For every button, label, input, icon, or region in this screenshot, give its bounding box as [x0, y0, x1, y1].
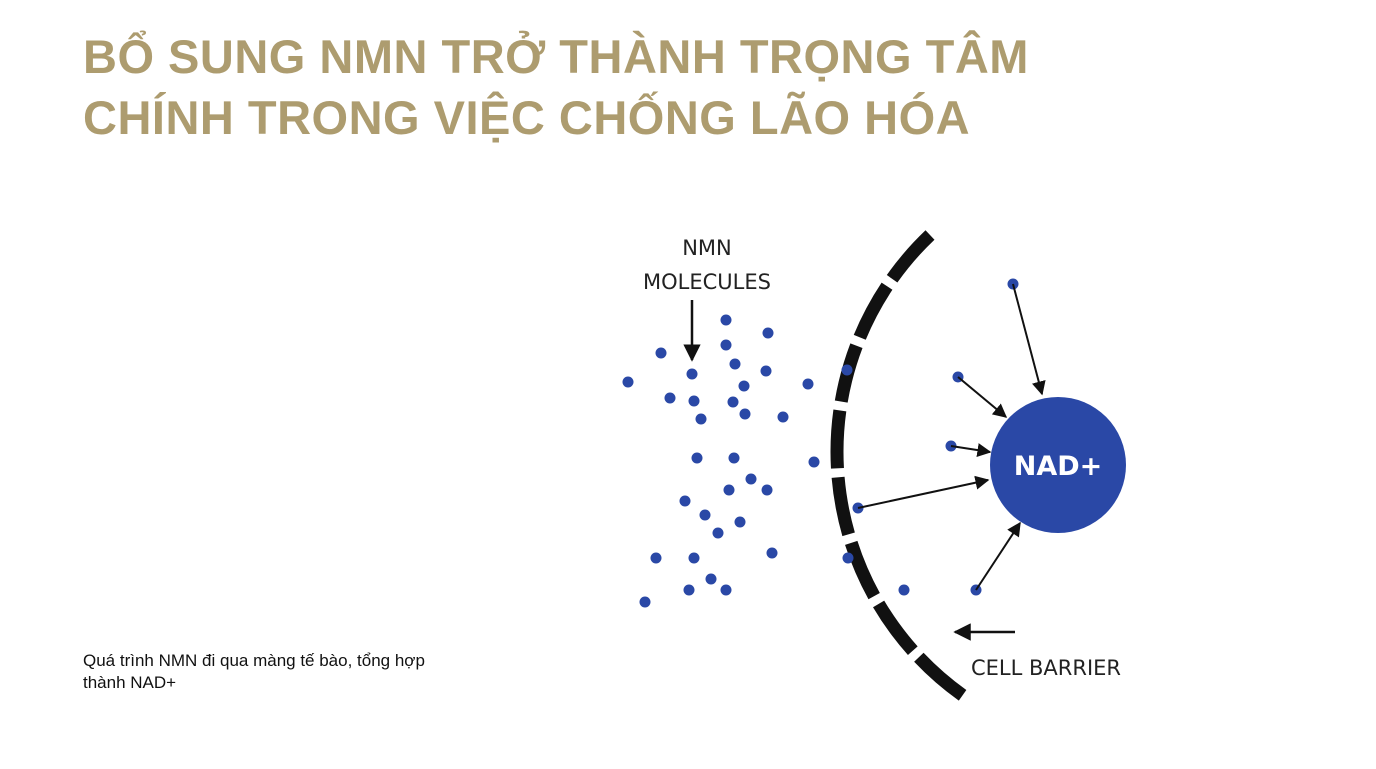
cell-barrier — [830, 230, 969, 703]
caption-line: thành NAD+ — [83, 673, 177, 692]
molecule-dot — [760, 365, 772, 377]
molecule-dot — [745, 473, 757, 485]
title-line: BỔ SUNG NMN TRỞ THÀNH TRỌNG TÂM — [83, 30, 1029, 83]
molecule-dot — [727, 396, 739, 408]
molecule-dot — [738, 380, 750, 392]
molecule-dot — [739, 408, 751, 420]
molecule-dot — [842, 552, 854, 564]
molecules-label: MOLECULES — [643, 270, 771, 294]
molecule-dot — [761, 484, 773, 496]
molecule-dot — [720, 314, 732, 326]
molecules — [622, 278, 1019, 608]
molecules-label: NMN — [682, 236, 732, 260]
molecule-dot — [699, 509, 711, 521]
molecule-dot — [808, 456, 820, 468]
nad-label: NAD+ — [1014, 451, 1103, 482]
molecule-dot — [720, 584, 732, 596]
molecule-dot — [688, 552, 700, 564]
molecule-dot — [691, 452, 703, 464]
molecule-dot — [688, 395, 700, 407]
molecule-dot — [622, 376, 634, 388]
molecule-dot — [712, 527, 724, 539]
title-line: CHÍNH TRONG VIỆC CHỐNG LÃO HÓA — [83, 91, 971, 144]
molecule-dot — [766, 547, 778, 559]
molecule-dot — [762, 327, 774, 339]
slide-title: BỔ SUNG NMN TRỞ THÀNH TRỌNG TÂM CHÍNH TR… — [83, 26, 1029, 148]
arrows — [683, 283, 1046, 641]
barrier-label: CELL BARRIER — [971, 656, 1121, 680]
molecule-dot — [686, 368, 698, 380]
molecule-dot — [729, 358, 741, 370]
molecule-dot — [650, 552, 662, 564]
molecule-dot — [655, 347, 667, 359]
molecule-dot — [705, 573, 717, 585]
molecule-dot — [664, 392, 676, 404]
molecule-dot — [695, 413, 707, 425]
molecule-dot — [723, 484, 735, 496]
caption-line: Quá trình NMN đi qua màng tế bào, tổng h… — [83, 651, 425, 670]
molecule-dot — [720, 339, 732, 351]
molecule-dot — [734, 516, 746, 528]
nad-circle — [990, 397, 1126, 533]
caption: Quá trình NMN đi qua màng tế bào, tổng h… — [83, 650, 425, 694]
molecule-dot — [841, 364, 853, 376]
molecule-dot — [728, 452, 740, 464]
molecule-dot — [777, 411, 789, 423]
molecule-dot — [683, 584, 695, 596]
molecule-dot — [679, 495, 691, 507]
molecule-dot — [639, 596, 651, 608]
molecule-dot — [802, 378, 814, 390]
molecule-dot — [898, 584, 910, 596]
